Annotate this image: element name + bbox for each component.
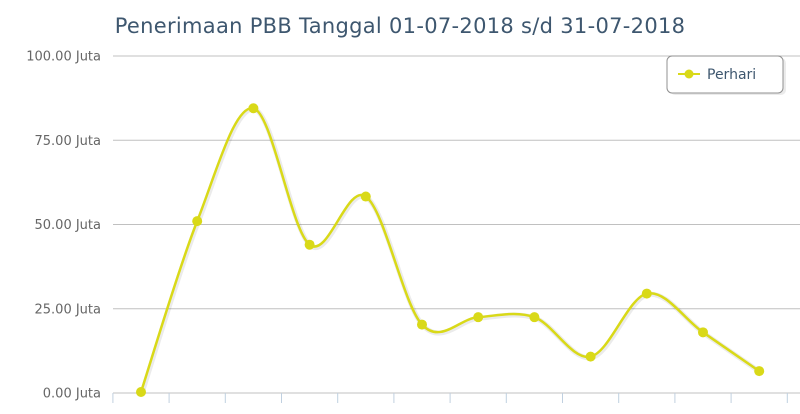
legend-marker-icon xyxy=(684,69,694,79)
data-point[interactable] xyxy=(585,351,596,362)
legend[interactable]: Perhari xyxy=(666,55,786,95)
y-tick-label: 50.00 Juta xyxy=(35,218,102,233)
y-tick-label: 0.00 Juta xyxy=(43,387,101,402)
y-axis-labels: 0.00 Juta 25.00 Juta 50.00 Juta 75.00 Juta 1… xyxy=(26,50,101,402)
series-perhari xyxy=(136,103,765,397)
series-line-perhari xyxy=(139,106,760,393)
data-point[interactable] xyxy=(248,103,259,114)
y-tick-label: 25.00 Juta xyxy=(35,302,102,317)
y-tick-label: 75.00 Juta xyxy=(35,134,102,149)
gridlines xyxy=(113,55,800,394)
data-point[interactable] xyxy=(529,312,540,323)
data-point[interactable] xyxy=(192,216,203,227)
data-point[interactable] xyxy=(754,366,765,377)
series-line-shadow xyxy=(139,106,762,394)
data-point[interactable] xyxy=(417,319,427,330)
data-point[interactable] xyxy=(136,386,146,397)
data-point[interactable] xyxy=(641,288,652,299)
legend-item-perhari[interactable]: Perhari xyxy=(707,67,756,83)
data-point[interactable] xyxy=(473,312,484,323)
data-point[interactable] xyxy=(360,191,371,202)
data-point[interactable] xyxy=(698,327,708,338)
x-axis-ticks xyxy=(112,393,788,403)
data-point[interactable] xyxy=(304,239,315,250)
y-tick-label: 100.00 Juta xyxy=(26,50,101,65)
chart-title: Penerimaan PBB Tanggal 01-07-2018 s/d 31… xyxy=(115,14,686,38)
legend-box xyxy=(666,55,784,94)
